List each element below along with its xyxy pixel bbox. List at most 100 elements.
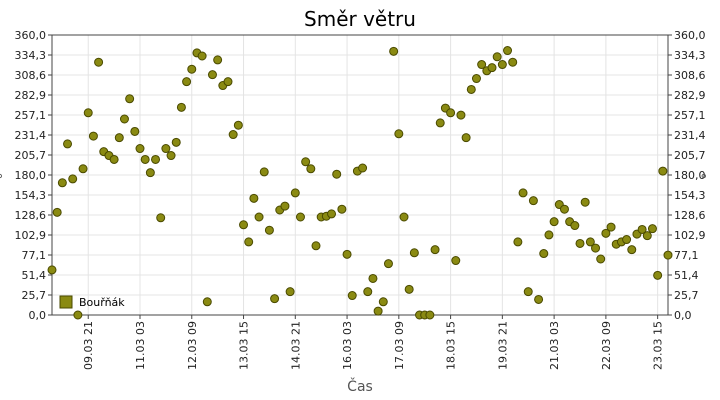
data-point: [461, 133, 471, 143]
y-tick-label-right: 25,7: [674, 289, 699, 302]
legend: Bouřňák: [59, 295, 125, 309]
x-tick-label: 16.03 03: [341, 321, 354, 370]
data-point: [202, 297, 212, 307]
data-point: [497, 60, 507, 70]
y-axis-label-right: °: [700, 173, 716, 180]
data-point: [114, 133, 124, 143]
data-point: [145, 168, 155, 178]
data-point: [140, 154, 150, 164]
y-tick-label: 334,3: [15, 49, 47, 62]
x-axis-label: Čas: [347, 377, 373, 395]
data-point: [228, 130, 238, 140]
data-point: [518, 188, 528, 198]
data-point: [394, 129, 404, 139]
data-point: [585, 237, 595, 247]
data-point: [88, 131, 98, 141]
data-point: [176, 102, 186, 112]
data-point: [446, 108, 456, 118]
data-points: [47, 46, 673, 320]
data-point: [182, 77, 192, 87]
data-point: [425, 310, 435, 320]
data-point: [637, 224, 647, 234]
y-tick-label: 360,0: [15, 29, 47, 42]
data-point: [658, 166, 668, 176]
y-tick-label: 0,0: [29, 309, 47, 322]
data-point: [508, 57, 518, 67]
x-tick-label: 11.03 03: [134, 321, 147, 370]
data-point: [580, 197, 590, 207]
data-point: [239, 220, 249, 230]
y-tick-label: 128,6: [15, 209, 47, 222]
y-tick-label-right: 77,1: [674, 249, 699, 262]
data-point: [68, 174, 78, 184]
data-point: [642, 231, 652, 241]
y-tick-label-right: 257,1: [674, 109, 706, 122]
data-point: [606, 222, 616, 232]
chart-title: Směr větru: [304, 7, 416, 31]
x-tick-label: 14.03 21: [289, 321, 302, 370]
data-point: [528, 196, 538, 206]
data-point: [492, 52, 502, 62]
data-point: [130, 126, 140, 136]
data-point: [254, 212, 264, 222]
data-point: [301, 157, 311, 167]
x-tick-label: 22.03 09: [600, 321, 613, 370]
data-point: [451, 256, 461, 266]
data-point: [285, 287, 295, 297]
x-tick-label: 12.03 09: [186, 321, 199, 370]
data-point: [544, 230, 554, 240]
data-point: [197, 51, 207, 61]
y-tick-label-right: 154,3: [674, 189, 706, 202]
data-point: [456, 110, 466, 120]
data-point: [622, 235, 632, 245]
y-axis-label: °: [0, 173, 12, 180]
data-point: [549, 217, 559, 227]
data-point: [244, 237, 254, 247]
data-point: [523, 287, 533, 297]
data-point: [647, 224, 657, 234]
data-point: [570, 221, 580, 231]
data-point: [389, 46, 399, 56]
data-point: [513, 237, 523, 247]
data-point: [503, 46, 513, 56]
y-tick-label: 77,1: [22, 249, 47, 262]
data-point: [534, 294, 544, 304]
data-point: [223, 77, 233, 87]
data-point: [653, 270, 663, 280]
data-point: [373, 306, 383, 316]
y-tick-label-right: 0,0: [674, 309, 692, 322]
data-point: [342, 249, 352, 259]
y-tick-label: 257,1: [15, 109, 47, 122]
x-tick-label: 09.03 21: [82, 321, 95, 370]
data-point: [135, 144, 145, 154]
y-tick-label: 25,7: [22, 289, 47, 302]
y-tick-label-right: 334,3: [674, 49, 706, 62]
y-tick-label-right: 180,0: [674, 169, 706, 182]
data-point: [161, 144, 171, 154]
data-point: [233, 120, 243, 130]
data-point: [466, 84, 476, 94]
y-axis-right-ticks: 0,0 25,7 51,4 77,1 102,9 128,6 154,3 180,0 205,7…: [668, 29, 706, 322]
data-point: [327, 209, 337, 219]
data-point: [166, 151, 176, 161]
data-point: [575, 238, 585, 248]
data-point: [311, 241, 321, 251]
data-point: [471, 74, 481, 84]
y-axis-left-ticks: 0,0 25,7 51,4 77,1 102,9 128,6 154,3 180,0 205,7…: [15, 29, 52, 322]
data-point: [52, 207, 62, 217]
y-tick-label-right: 128,6: [674, 209, 706, 222]
data-point: [306, 164, 316, 174]
x-tick-label: 21.03 03: [548, 321, 561, 370]
data-point: [57, 178, 67, 188]
data-point: [295, 212, 305, 222]
y-tick-label-right: 360,0: [674, 29, 706, 42]
data-point: [156, 213, 166, 223]
y-tick-label: 154,3: [15, 189, 47, 202]
y-tick-label-right: 205,7: [674, 149, 706, 162]
x-tick-label: 23.03 15: [652, 321, 665, 370]
data-point: [213, 55, 223, 65]
data-point: [430, 245, 440, 255]
data-point: [280, 201, 290, 211]
data-point: [151, 154, 161, 164]
